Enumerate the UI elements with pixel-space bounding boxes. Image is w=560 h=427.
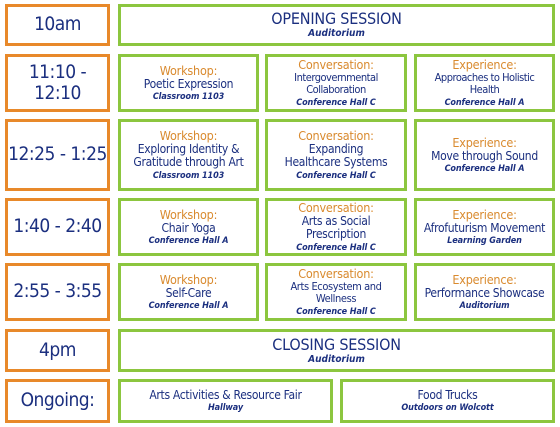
- session-experience-3: Experience: Afrofuturism Movement Learni…: [414, 198, 555, 256]
- session-experience-4: Experience: Performance Showcase Auditor…: [414, 263, 555, 321]
- session-title: Arts Ecosystem and Wellness: [290, 280, 382, 306]
- session-conversation-2: Conversation: Expanding Healthcare Syste…: [265, 119, 407, 191]
- session-kind: Conversation:: [298, 266, 374, 282]
- session-title: Performance Showcase: [424, 285, 545, 300]
- session-room: Conference Hall A: [148, 301, 229, 312]
- session-room: Conference Hall A: [444, 97, 525, 108]
- session-title: Approaches to Holistic Health: [434, 71, 535, 97]
- session-workshop-2: Workshop: Exploring Identity & Gratitude…: [118, 119, 259, 191]
- session-title: OPENING SESSION: [271, 9, 402, 29]
- time-label: 11:10 - 12:10: [28, 60, 87, 104]
- ongoing-resource-fair: Arts Activities & Resource Fair Hallway: [118, 379, 333, 423]
- session-kind: Experience:: [452, 57, 517, 73]
- time-label: 1:40 - 2:40: [13, 215, 102, 238]
- session-room: Conference Hall C: [296, 170, 376, 181]
- time-10am: 10am: [5, 4, 110, 46]
- session-title: Poetic Expression: [143, 76, 234, 91]
- time-label: 4pm: [39, 338, 76, 361]
- ongoing-food-trucks: Food Trucks Outdoors on Wolcott: [340, 379, 555, 423]
- session-experience-2: Experience: Move through Sound Conferenc…: [414, 119, 555, 191]
- time-4pm: 4pm: [5, 329, 110, 372]
- session-title: Move through Sound: [431, 148, 538, 163]
- opening-session: OPENING SESSION Auditorium: [118, 4, 555, 46]
- session-room: Conference Hall C: [296, 97, 376, 108]
- session-conversation-4: Conversation: Arts Ecosystem and Wellnes…: [265, 263, 407, 321]
- session-title: Expanding Healthcare Systems: [284, 142, 388, 170]
- time-2-55: 2:55 - 3:55: [5, 263, 110, 321]
- session-conversation-3: Conversation: Arts as Social Prescriptio…: [265, 198, 407, 256]
- session-room: Classroom 1103: [152, 170, 225, 181]
- session-room: Auditorium: [308, 353, 365, 365]
- session-room: Auditorium: [308, 28, 365, 40]
- session-title: CLOSING SESSION: [272, 334, 401, 354]
- session-room: Conference Hall C: [296, 242, 376, 253]
- session-kind: Experience:: [452, 206, 517, 222]
- session-room: Conference Hall C: [296, 306, 376, 317]
- session-kind: Experience:: [452, 271, 517, 287]
- session-room: Conference Hall A: [444, 164, 525, 175]
- time-label: 2:55 - 3:55: [13, 280, 102, 303]
- session-room: Classroom 1103: [152, 92, 225, 103]
- session-title: Food Trucks: [417, 387, 478, 402]
- session-kind: Workshop:: [159, 271, 218, 287]
- session-kind: Conversation:: [298, 200, 374, 216]
- session-kind: Experience:: [452, 134, 517, 150]
- time-1-40: 1:40 - 2:40: [5, 198, 110, 256]
- session-title: Arts Activities & Resource Fair: [149, 387, 302, 402]
- session-title: Arts as Social Prescription: [301, 214, 371, 242]
- closing-session: CLOSING SESSION Auditorium: [118, 329, 555, 372]
- time-ongoing: Ongoing:: [5, 379, 110, 423]
- time-12-25: 12:25 - 1:25: [5, 119, 110, 191]
- session-workshop-1: Workshop: Poetic Expression Classroom 11…: [118, 54, 259, 112]
- session-title: Chair Yoga: [161, 220, 216, 235]
- time-label: 12:25 - 1:25: [8, 143, 107, 166]
- session-kind: Workshop:: [159, 62, 218, 78]
- session-kind: Workshop:: [159, 206, 218, 222]
- session-room: Conference Hall A: [148, 236, 229, 247]
- session-title: Afrofuturism Movement: [423, 220, 546, 235]
- session-room: Auditorium: [459, 301, 510, 312]
- session-title: Intergovernmental Collaboration: [294, 71, 378, 97]
- session-workshop-4: Workshop: Self-Care Conference Hall A: [118, 263, 259, 321]
- time-label: Ongoing:: [20, 389, 95, 412]
- session-title: Self-Care: [165, 285, 212, 300]
- session-room: Outdoors on Wolcott: [401, 403, 494, 414]
- session-room: Learning Garden: [447, 236, 522, 247]
- time-11-10: 11:10 - 12:10: [5, 54, 110, 112]
- session-kind: Workshop:: [159, 128, 218, 144]
- session-kind: Conversation:: [298, 57, 374, 73]
- session-title: Exploring Identity & Gratitude through A…: [133, 142, 244, 170]
- session-kind: Conversation:: [298, 128, 374, 144]
- session-conversation-1: Conversation: Intergovernmental Collabor…: [265, 54, 407, 112]
- time-label: 10am: [34, 13, 81, 36]
- session-experience-1: Experience: Approaches to Holistic Healt…: [414, 54, 555, 112]
- session-room: Hallway: [207, 403, 244, 414]
- session-workshop-3: Workshop: Chair Yoga Conference Hall A: [118, 198, 259, 256]
